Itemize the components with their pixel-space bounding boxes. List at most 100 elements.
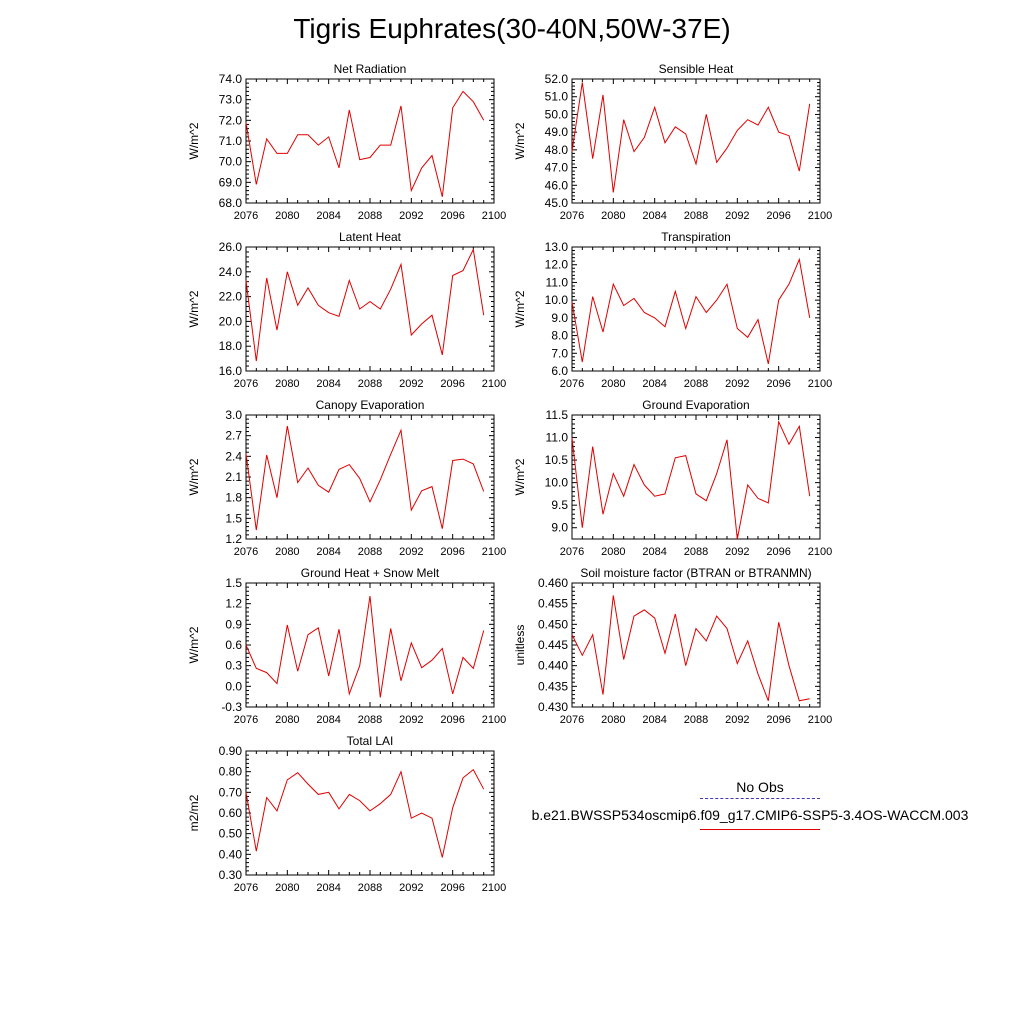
x-tick-label: 2076 — [234, 714, 258, 726]
x-tick-label: 2092 — [725, 210, 749, 222]
chart-panel-3: 2076 2080 2084 2088 2092 2096 2100 16.0 18.0 20.0… — [187, 230, 506, 390]
x-tick-label: 2100 — [482, 210, 506, 222]
y-tick-label: 0.435 — [538, 679, 568, 693]
y-tick-label: 0.3 — [225, 659, 242, 673]
y-tick-label: 9.5 — [551, 498, 568, 512]
x-tick-label: 2080 — [275, 714, 299, 726]
y-tick-label: 0.30 — [219, 868, 243, 882]
y-tick-label: 11.0 — [546, 275, 569, 289]
y-tick-label: 0.40 — [219, 847, 243, 861]
y-tick-label: 0.50 — [219, 827, 243, 841]
y-tick-label: 68.0 — [219, 196, 243, 210]
y-tick-label: 7.0 — [551, 346, 568, 360]
x-tick-label: 2096 — [440, 210, 464, 222]
x-tick-label: 2092 — [725, 546, 749, 558]
y-tick-label: 2.4 — [225, 449, 242, 463]
y-axis-label: W/m^2 — [513, 290, 527, 327]
chart-title: Total LAI — [347, 734, 394, 748]
x-tick-label: 2088 — [684, 714, 708, 726]
x-tick-label: 2100 — [808, 714, 832, 726]
x-tick-label: 2088 — [358, 882, 382, 894]
chart-panel-2: 2076 2080 2084 2088 2092 2096 2100 45.0 46.0 47.0… — [513, 62, 832, 222]
x-tick-label: 2100 — [482, 378, 506, 390]
y-tick-label: 6.0 — [551, 364, 568, 378]
chart-title: Ground Evaporation — [642, 398, 749, 412]
y-tick-label: 13.0 — [545, 240, 569, 254]
chart-panel-8: 2076 2080 2084 2088 2092 2096 2100 0.430 0.435 0.… — [513, 566, 832, 726]
x-tick-label: 2076 — [234, 546, 258, 558]
legend-obs-line — [700, 798, 820, 799]
x-tick-label: 2100 — [482, 882, 506, 894]
plot-frame — [571, 246, 821, 372]
x-tick-label: 2084 — [316, 714, 340, 726]
x-tick-label: 2080 — [601, 210, 625, 222]
chart-panel-9: 2076 2080 2084 2088 2092 2096 2100 0.30 0.40 0.50… — [187, 734, 506, 894]
series-line-1 — [245, 247, 485, 362]
plot-frame — [571, 78, 821, 204]
legend-model-label: b.e21.BWSSP534oscmip6.f09_g17.CMIP6-SSP5… — [531, 807, 969, 823]
y-tick-label: 0.455 — [538, 597, 568, 611]
x-tick-label: 2092 — [399, 882, 423, 894]
x-tick-label: 2100 — [482, 714, 506, 726]
chart-title: Soil moisture factor (BTRAN or BTRANMN) — [580, 566, 811, 580]
y-tick-label: 1.5 — [225, 576, 242, 590]
y-axis-label: W/m^2 — [187, 626, 201, 663]
x-tick-label: 2092 — [399, 546, 423, 558]
x-tick-label: 2092 — [399, 210, 423, 222]
y-tick-label: 10.0 — [545, 476, 569, 490]
y-tick-label: 74.0 — [219, 72, 243, 86]
y-tick-label: 24.0 — [219, 265, 243, 279]
y-tick-label: 45.0 — [545, 196, 569, 210]
x-tick-label: 2088 — [684, 546, 708, 558]
y-tick-label: 0.90 — [219, 744, 243, 758]
y-tick-label: 0.6 — [225, 638, 242, 652]
series-line-1 — [571, 420, 811, 540]
y-tick-label: 11.5 — [546, 408, 569, 422]
y-tick-label: 8.0 — [551, 329, 568, 343]
chart-panel-7: 2076 2080 2084 2088 2092 2096 2100 -0.3 0.0 0.3 0.… — [187, 566, 506, 726]
x-tick-label: 2084 — [316, 882, 340, 894]
x-tick-label: 2092 — [725, 378, 749, 390]
plot-frame — [571, 582, 821, 708]
x-tick-label: 2076 — [560, 714, 584, 726]
plot-frame — [245, 414, 495, 540]
y-tick-label: 2.7 — [225, 429, 242, 443]
y-tick-label: 3.0 — [225, 408, 242, 422]
y-tick-label: 0.460 — [538, 576, 568, 590]
x-tick-label: 2096 — [440, 378, 464, 390]
chart-title: Canopy Evaporation — [316, 398, 425, 412]
plot-frame — [245, 582, 495, 708]
y-tick-label: 47.0 — [545, 161, 569, 175]
series-line-1 — [245, 768, 485, 858]
chart-title: Ground Heat + Snow Melt — [301, 566, 440, 580]
y-tick-label: 1.8 — [225, 491, 242, 505]
chart-title: Latent Heat — [339, 230, 402, 244]
x-tick-label: 2088 — [358, 546, 382, 558]
x-tick-label: 2084 — [316, 378, 340, 390]
y-tick-label: 10.0 — [545, 293, 569, 307]
plot-frame — [245, 750, 495, 876]
y-tick-label: 73.0 — [219, 93, 243, 107]
x-tick-label: 2100 — [808, 546, 832, 558]
y-tick-label: 26.0 — [219, 240, 243, 254]
series-line-1 — [571, 595, 810, 702]
x-tick-label: 2096 — [766, 378, 790, 390]
y-tick-label: 0.450 — [538, 617, 568, 631]
x-tick-label: 2080 — [601, 546, 625, 558]
y-tick-label: 0.80 — [219, 765, 243, 779]
y-tick-label: 51.0 — [545, 90, 569, 104]
y-tick-label: 0.430 — [538, 700, 568, 714]
legend-model-line — [700, 829, 820, 830]
x-tick-label: 2084 — [316, 210, 340, 222]
x-tick-label: 2080 — [275, 378, 299, 390]
x-tick-label: 2084 — [642, 210, 666, 222]
y-tick-label: 2.1 — [225, 470, 242, 484]
x-tick-label: 2092 — [399, 378, 423, 390]
series-line-1 — [245, 425, 485, 531]
y-tick-label: 46.0 — [545, 178, 569, 192]
page-title: Tigris Euphrates(30-40N,50W-37E) — [293, 13, 731, 44]
y-axis-label: W/m^2 — [513, 122, 527, 159]
x-tick-label: 2096 — [440, 546, 464, 558]
plot-frame — [571, 414, 821, 540]
